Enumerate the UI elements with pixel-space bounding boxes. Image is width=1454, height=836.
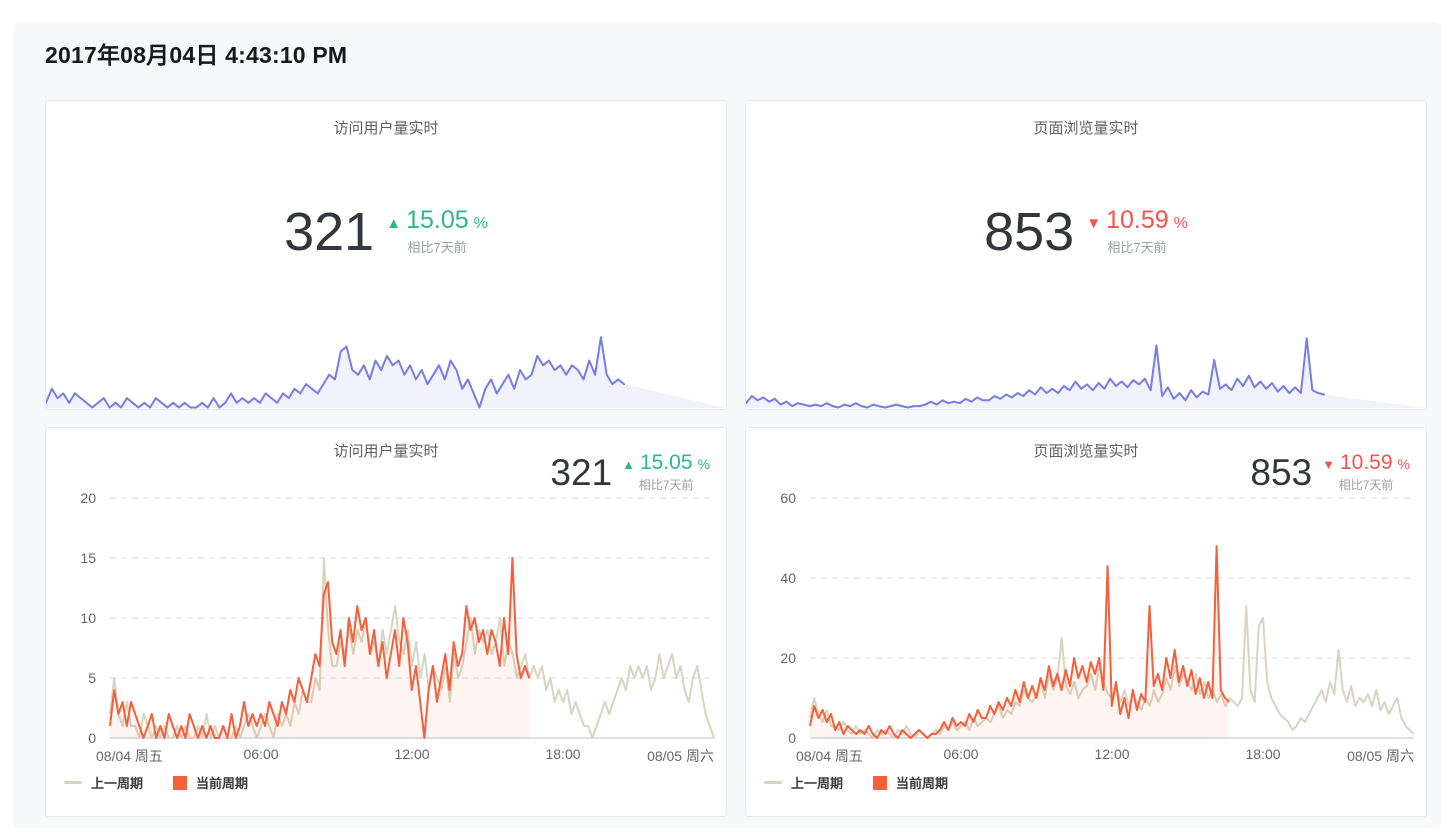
stat-value: 321 — [550, 452, 613, 493]
pv-sparkline-chart[interactable] — [745, 329, 1426, 409]
sparkline-line — [45, 336, 625, 409]
y-axis-label: 20 — [80, 490, 96, 506]
delta-up-icon: ▲ — [622, 457, 635, 472]
delta-down-icon: ▼ — [1322, 457, 1335, 472]
x-axis-label: 08/05 周六 — [1347, 748, 1414, 764]
current-period-swatch-icon — [873, 775, 888, 790]
x-axis-label: 12:00 — [394, 746, 430, 762]
delta-value: 10.59 — [1106, 206, 1169, 234]
x-axis-label: 08/04 周五 — [796, 748, 863, 764]
stat-value: 853 — [984, 202, 1075, 262]
stat-delta: ▲ 15.05 % 相比7天前 — [622, 452, 710, 493]
legend-prev-label: 上一周期 — [791, 776, 844, 791]
prev-period-line-icon — [64, 781, 82, 784]
x-axis-label: 18:00 — [545, 746, 581, 762]
compare-caption: 相比7天前 — [1107, 240, 1167, 255]
delta-percent-sign: % — [1397, 456, 1410, 472]
sparkline-line — [745, 337, 1325, 409]
current-period-swatch-icon — [173, 775, 188, 790]
legend-prev-item[interactable]: 上一周期 — [64, 773, 143, 792]
chart-legend: 上一周期 当前周期 — [764, 773, 948, 792]
uv_spark-svg — [45, 336, 726, 409]
pv-stat-block-small: 853 ▼ 10.59 % 相比7天前 — [1250, 452, 1410, 493]
y-axis-label: 15 — [80, 550, 96, 566]
x-axis-label: 06:00 — [943, 746, 979, 762]
uv_compare-svg — [109, 497, 715, 739]
stat-value: 321 — [284, 202, 375, 262]
y-axis-label: 5 — [88, 670, 96, 686]
panel-title: 访问用户量实时 — [333, 443, 439, 460]
stat-value: 853 — [1250, 452, 1313, 493]
compare-caption: 相比7天前 — [407, 240, 467, 255]
series-line-current — [809, 545, 1230, 739]
delta-down-icon: ▼ — [1086, 215, 1102, 232]
uv-stat-block-small: 321 ▲ 15.05 % 相比7天前 — [550, 452, 710, 493]
y-axis-label: 60 — [780, 490, 796, 506]
compare-caption: 相比7天前 — [638, 478, 694, 492]
delta-up-icon: ▲ — [386, 215, 402, 232]
dashboard-container: 2017年08月04日 4:43:10 PM 访问用户量实时 321 ▲ 15.… — [13, 22, 1441, 828]
stat-delta: ▼ 10.59 % 相比7天前 — [1322, 452, 1410, 493]
uv-compare-chart[interactable]: 0 5 10 15 20 08/04 周五 06:00 12:00 18:00 08/05 周六 — [46, 428, 726, 816]
delta-percent-sign: % — [697, 456, 710, 472]
series-line-prev — [109, 557, 715, 739]
x-axis-label: 08/04 周五 — [96, 748, 163, 764]
x-axis-label: 06:00 — [243, 746, 279, 762]
x-axis-label: 18:00 — [1245, 746, 1281, 762]
legend-current-item[interactable]: 当前周期 — [173, 773, 248, 792]
chart-legend: 上一周期 当前周期 — [64, 773, 248, 792]
delta-value: 15.05 — [406, 206, 469, 234]
y-axis-label: 20 — [780, 650, 796, 666]
pv-stat-block: 853 ▼ 10.59 % 相比7天前 — [746, 205, 1426, 259]
prev-period-line-icon — [764, 781, 782, 784]
panel-title: 页面浏览量实时 — [1033, 443, 1139, 460]
stat-delta: ▼ 10.59 % 相比7天前 — [1086, 208, 1188, 256]
sparkline-area — [46, 337, 726, 408]
series-line-current — [109, 557, 531, 739]
delta-value: 15.05 — [639, 451, 693, 474]
delta-percent-sign: % — [473, 215, 488, 232]
pv-compare-chart[interactable]: 0 20 40 60 08/04 周五 06:00 12:00 18:00 08/05 周六 — [746, 428, 1426, 816]
compare-caption: 相比7天前 — [1338, 478, 1394, 492]
legend-current-item[interactable]: 当前周期 — [873, 773, 948, 792]
series-area-current — [110, 558, 530, 738]
legend-prev-label: 上一周期 — [91, 776, 144, 791]
delta-percent-sign: % — [1173, 215, 1188, 232]
panel-title: 页面浏览量实时 — [1033, 120, 1139, 137]
header-datetime: 2017年08月04日 4:43:10 PM — [45, 42, 348, 68]
legend-prev-item[interactable]: 上一周期 — [764, 773, 843, 792]
uv-realtime-card: 访问用户量实时 321 ▲ 15.05 % 相比7天前 — [45, 100, 727, 410]
y-axis-label: 0 — [788, 730, 796, 746]
x-axis-label: 12:00 — [1094, 746, 1130, 762]
y-axis-label: 0 — [88, 730, 96, 746]
y-axis-label: 10 — [80, 610, 96, 626]
pv-compare-card: 页面浏览量实时 853 ▼ 10.59 % 相比7天前 0 20 40 60 08/04… — [745, 427, 1427, 817]
panel-title: 访问用户量实时 — [333, 120, 439, 137]
pv_compare-svg — [809, 497, 1415, 739]
uv-stat-block: 321 ▲ 15.05 % 相比7天前 — [46, 205, 726, 259]
y-axis-label: 40 — [780, 570, 796, 586]
stat-delta: ▲ 15.05 % 相比7天前 — [386, 208, 488, 256]
delta-value: 10.59 — [1339, 451, 1393, 474]
series-area-current — [810, 546, 1230, 738]
uv-sparkline-chart[interactable] — [45, 329, 726, 409]
x-axis-label: 08/05 周六 — [647, 748, 714, 764]
legend-current-label: 当前周期 — [896, 776, 949, 791]
uv-compare-card: 访问用户量实时 321 ▲ 15.05 % 相比7天前 0 5 10 15 20 08/0… — [45, 427, 727, 817]
sparkline-area — [746, 338, 1426, 408]
pv_spark-svg — [745, 337, 1426, 409]
legend-current-label: 当前周期 — [196, 776, 249, 791]
pv-realtime-card: 页面浏览量实时 853 ▼ 10.59 % 相比7天前 — [745, 100, 1427, 410]
